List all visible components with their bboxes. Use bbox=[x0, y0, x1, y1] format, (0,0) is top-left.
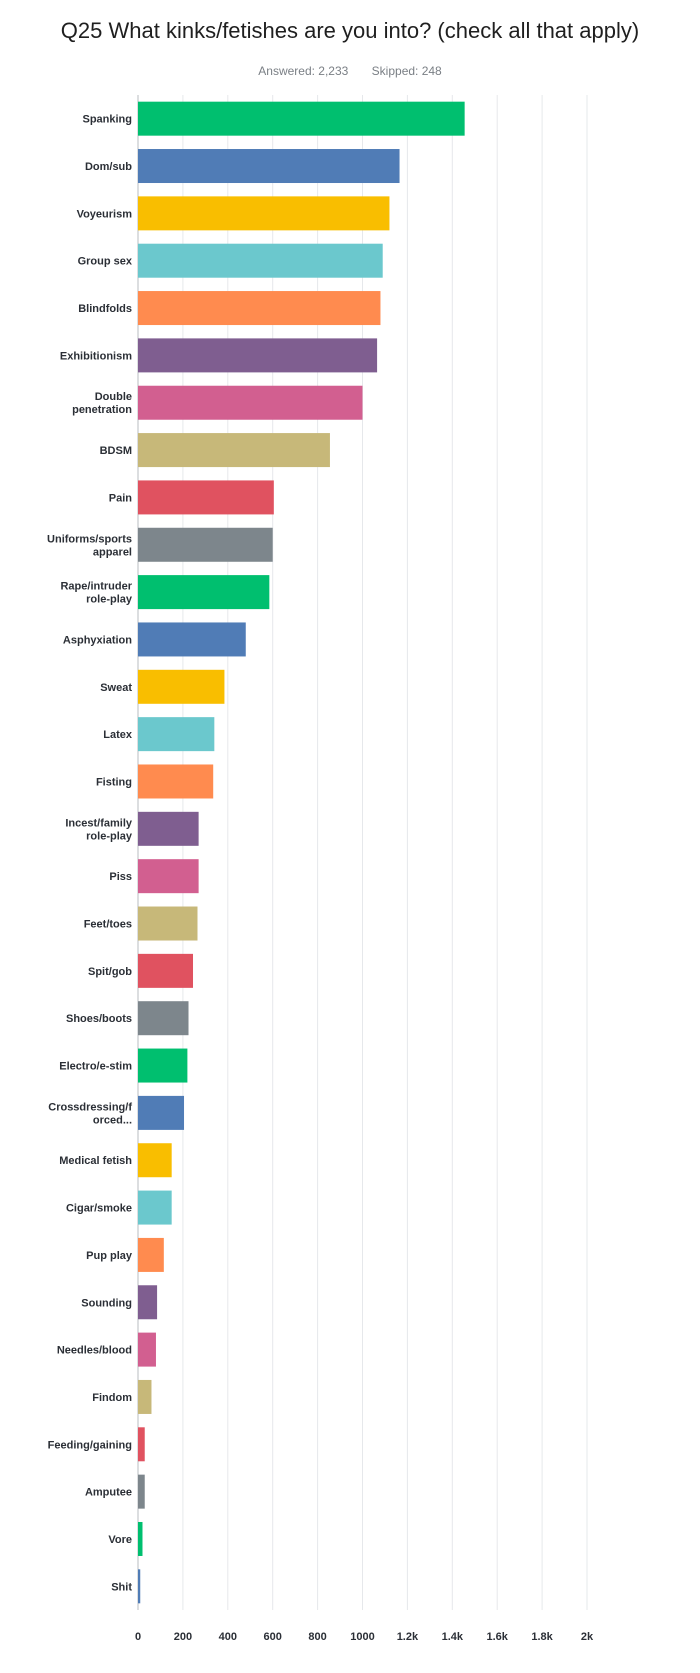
category-label: Pain bbox=[109, 492, 133, 504]
category-label: Spit/gob bbox=[88, 966, 132, 978]
category-label: Findom bbox=[92, 1392, 132, 1404]
bar bbox=[138, 338, 378, 373]
category-label: Feeding/gaining bbox=[48, 1439, 132, 1451]
bar bbox=[138, 669, 225, 704]
category-label: Fisting bbox=[96, 776, 132, 788]
x-tick-label: 1.4k bbox=[442, 1631, 464, 1643]
x-tick-label: 1.8k bbox=[531, 1631, 553, 1643]
bar bbox=[138, 1474, 145, 1509]
x-tick-label: 0 bbox=[135, 1631, 141, 1643]
category-label: Rape/intruder role-play bbox=[60, 581, 132, 606]
bar bbox=[138, 1095, 185, 1130]
bar bbox=[138, 480, 274, 515]
category-label: Cigar/smoke bbox=[66, 1203, 132, 1215]
bar bbox=[138, 243, 383, 278]
bar bbox=[138, 1001, 189, 1036]
bar bbox=[138, 764, 214, 799]
bar bbox=[138, 622, 246, 657]
skipped-count: Skipped: 248 bbox=[371, 64, 442, 78]
category-label: Dom/sub bbox=[85, 161, 132, 173]
category-label: Voyeurism bbox=[77, 208, 133, 220]
category-label: Blindfolds bbox=[78, 303, 132, 315]
category-label: Shit bbox=[111, 1581, 132, 1593]
category-label: Piss bbox=[109, 871, 132, 883]
category-label: Group sex bbox=[78, 256, 133, 268]
bar bbox=[138, 1379, 152, 1414]
bar bbox=[138, 1048, 188, 1083]
category-label: Spanking bbox=[82, 114, 132, 126]
category-label: Latex bbox=[103, 729, 133, 741]
x-tick-label: 400 bbox=[219, 1631, 237, 1643]
x-tick-label: 200 bbox=[174, 1631, 192, 1643]
bar bbox=[138, 1285, 158, 1320]
bar bbox=[138, 1521, 143, 1556]
category-label: Feet/toes bbox=[84, 919, 132, 931]
category-label: Asphyxiation bbox=[63, 634, 132, 646]
category-label: Needles/blood bbox=[57, 1345, 132, 1357]
bar bbox=[138, 149, 400, 184]
bar bbox=[138, 1143, 172, 1178]
bar bbox=[138, 1427, 145, 1462]
x-tick-label: 1.6k bbox=[486, 1631, 508, 1643]
category-label: Sweat bbox=[100, 682, 132, 694]
category-label: Double penetration bbox=[72, 391, 132, 416]
category-label: Electro/e-stim bbox=[59, 1061, 132, 1073]
category-label: Exhibitionism bbox=[60, 350, 132, 362]
bar bbox=[138, 1332, 156, 1367]
x-tick-label: 1.2k bbox=[397, 1631, 419, 1643]
category-label: Medical fetish bbox=[59, 1155, 132, 1167]
bar bbox=[138, 717, 215, 752]
category-label: Pup play bbox=[86, 1250, 133, 1262]
category-label: Shoes/boots bbox=[66, 1013, 132, 1025]
category-label: Amputee bbox=[85, 1487, 132, 1499]
category-label: Uniforms/sports apparel bbox=[47, 533, 132, 558]
chart-title: Q25 What kinks/fetishes are you into? (c… bbox=[60, 18, 640, 43]
bar bbox=[138, 385, 363, 420]
response-counts: Answered: 2,233 Skipped: 248 bbox=[0, 64, 700, 78]
bar bbox=[138, 196, 390, 231]
bar bbox=[138, 1569, 141, 1604]
category-label: Incest/family role-play bbox=[65, 817, 133, 842]
x-tick-label: 600 bbox=[264, 1631, 282, 1643]
bar bbox=[138, 101, 465, 136]
answered-count: Answered: 2,233 bbox=[258, 64, 349, 78]
category-label: Sounding bbox=[81, 1297, 132, 1309]
x-tick-label: 1000 bbox=[350, 1631, 374, 1643]
x-tick-label: 800 bbox=[308, 1631, 326, 1643]
x-tick-label: 2k bbox=[581, 1631, 594, 1643]
category-label: Crossdressing/f orced... bbox=[48, 1101, 132, 1126]
bar bbox=[138, 859, 199, 894]
bar bbox=[138, 811, 199, 846]
category-label: Vore bbox=[108, 1534, 132, 1546]
bar bbox=[138, 1190, 172, 1225]
bar bbox=[138, 906, 198, 941]
category-label: BDSM bbox=[100, 445, 132, 457]
bar bbox=[138, 527, 273, 562]
bar bbox=[138, 433, 330, 468]
bar bbox=[138, 291, 381, 326]
bar bbox=[138, 1237, 164, 1272]
bar bbox=[138, 575, 270, 610]
bar bbox=[138, 953, 194, 988]
